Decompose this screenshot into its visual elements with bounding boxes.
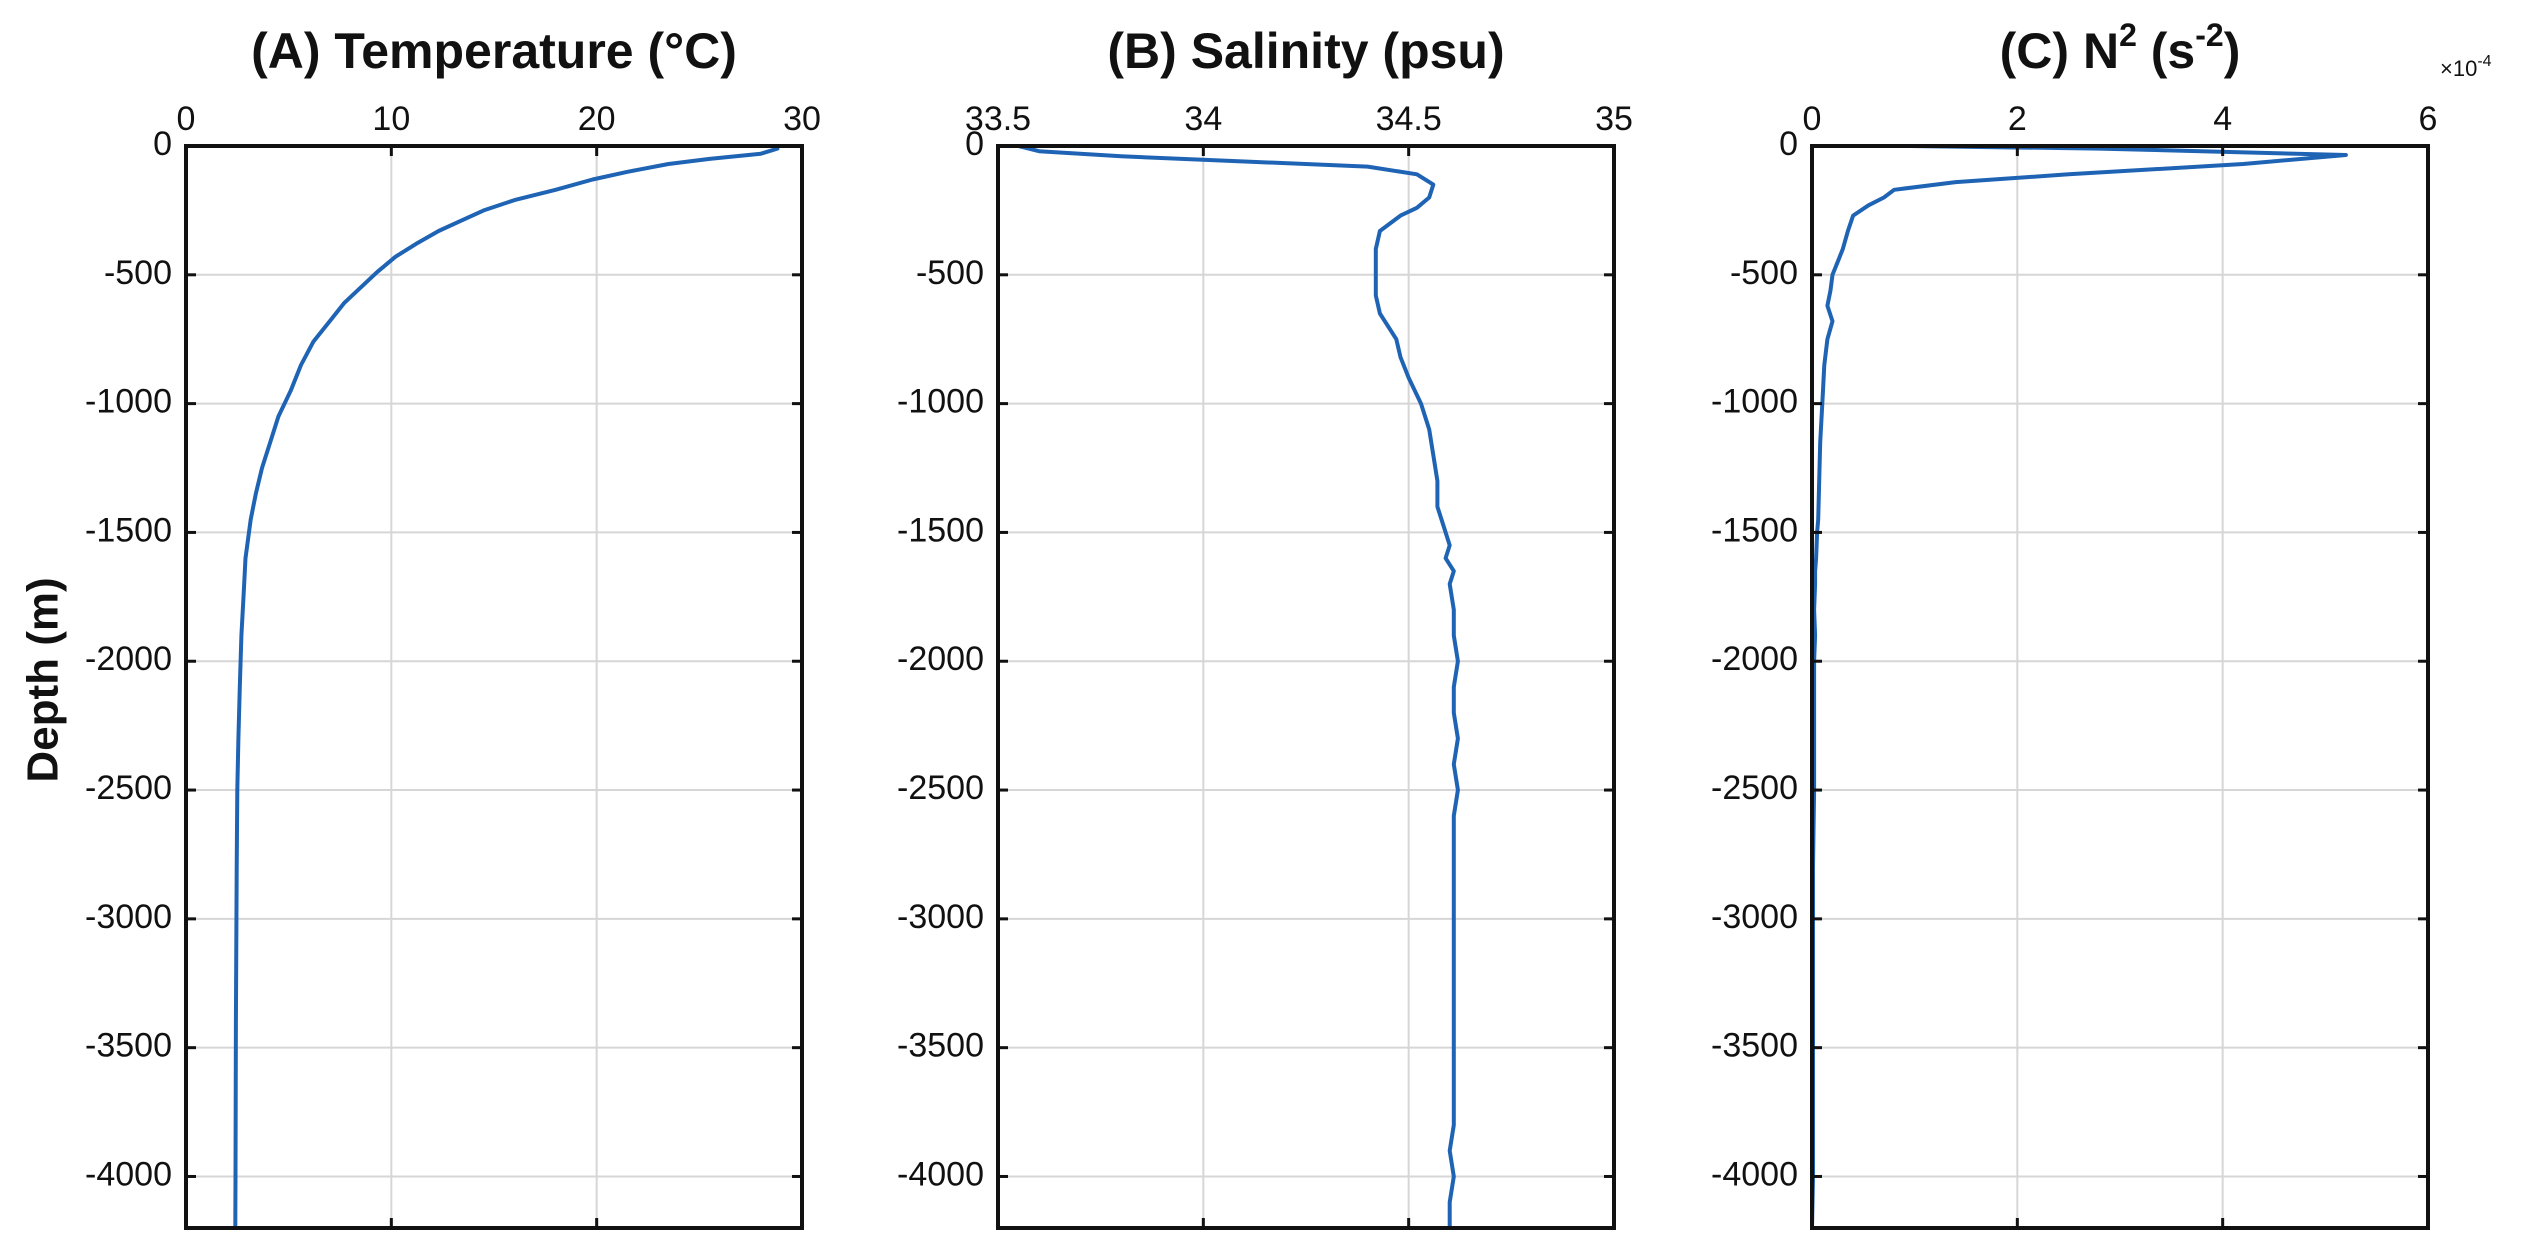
panel-c-x-tick-label-2: 4 xyxy=(2213,100,2232,138)
panel-b-x-tick-label-0: 33.5 xyxy=(965,100,1031,138)
panel-c: (C) N2 (s-2) ×10-4 0 2 4 60-500-1000-1500-2… xyxy=(1711,17,2492,1230)
y-axis-label: Depth (m) xyxy=(19,577,68,782)
panel-a-x-tick-label-2: 20 xyxy=(578,100,616,138)
panel-a-plot: 0 10 20 30 0 -500 -1000 -1500 -2000 -2500 -3000 -35… xyxy=(85,100,821,1230)
panel-b-y-tick-label-1: -500 xyxy=(916,254,984,292)
panel-b-x-tick-label-2: 34.5 xyxy=(1376,100,1442,138)
panel-c-exponent-label: ×10-4 xyxy=(2440,53,2492,81)
panel-c-y-tick-label-4: -2000 xyxy=(1711,640,1798,678)
panel-b-plot: 33.5 34 34.5 35 0 -500 -1000 -1500 -2000 -2500 -30… xyxy=(897,100,1633,1230)
panel-a-y-tick-label-4: -2000 xyxy=(85,640,172,678)
panel-a: (A) Temperature (°C) 0 10 20 30 0 -500 -1000 -1… xyxy=(85,23,821,1230)
panel-c-y-tick-label-5: -2500 xyxy=(1711,769,1798,807)
panel-c-y-tick-label-2: -1000 xyxy=(1711,383,1798,421)
panel-c-y-tick-label-8: -4000 xyxy=(1711,1155,1798,1193)
panel-a-x-tick-label-3: 30 xyxy=(783,100,821,138)
panel-c-axes-frame xyxy=(1810,144,2430,1230)
panel-a-y-tick-label-0: 0 xyxy=(153,125,172,163)
panel-b-x-tick-label-3: 35 xyxy=(1595,100,1633,138)
panel-b-title: (B) Salinity (psu) xyxy=(1107,23,1504,79)
panel-b-y-tick-label-5: -2500 xyxy=(897,769,984,807)
panel-c-exponent-base: ×10 xyxy=(2440,56,2477,81)
panel-b-y-tick-label-8: -4000 xyxy=(897,1155,984,1193)
panel-b-y-tick-label-0: 0 xyxy=(965,125,984,163)
panel-a-title: (A) Temperature (°C) xyxy=(251,23,737,79)
panel-c-title-sup2: -2 xyxy=(2195,17,2223,53)
panel-b-y-tick-label-3: -1500 xyxy=(897,511,984,549)
panel-a-y-tick-label-7: -3500 xyxy=(85,1027,172,1065)
panel-c-title-prefix: (C) N xyxy=(2000,23,2119,79)
panel-a-y-tick-label-3: -1500 xyxy=(85,511,172,549)
panel-c-exponent-power: -4 xyxy=(2477,53,2491,70)
panel-c-title-suffix: ) xyxy=(2224,23,2241,79)
panel-c-y-tick-label-7: -3500 xyxy=(1711,1027,1798,1065)
panel-b-data-line xyxy=(1016,144,1460,1230)
panel-a-y-tick-label-1: -500 xyxy=(104,254,172,292)
panel-c-y-tick-label-0: 0 xyxy=(1779,125,1798,163)
panel-b-y-tick-label-4: -2000 xyxy=(897,640,984,678)
panel-c-title: (C) N2 (s-2) xyxy=(2000,17,2241,79)
panel-c-title-sup1: 2 xyxy=(2119,17,2137,53)
panel-a-y-tick-label-6: -3000 xyxy=(85,898,172,936)
panel-c-plot: 0 2 4 6 0 -500 -1000 -1500 -2000 -2500 -3000 -3500 -… xyxy=(1711,100,2438,1230)
panel-c-title-middle: (s xyxy=(2137,23,2195,79)
panel-b-y-tick-label-6: -3000 xyxy=(897,898,984,936)
panel-c-y-tick-label-1: -500 xyxy=(1730,254,1798,292)
panel-a-axes-frame xyxy=(184,144,804,1230)
panel-c-y-tick-label-3: -1500 xyxy=(1711,511,1798,549)
panel-b: (B) Salinity (psu) 33.5 34 34.5 35 0 -500 -100… xyxy=(897,23,1633,1230)
panel-a-x-tick-label-0: 0 xyxy=(177,100,196,138)
panel-c-y-tick-label-6: -3000 xyxy=(1711,898,1798,936)
panel-a-y-tick-label-2: -1000 xyxy=(85,383,172,421)
panel-a-y-tick-label-8: -4000 xyxy=(85,1155,172,1193)
panel-a-data-line xyxy=(233,146,780,1230)
panel-b-x-tick-label-1: 34 xyxy=(1184,100,1222,138)
panel-c-x-tick-label-1: 2 xyxy=(2008,100,2027,138)
panel-c-x-tick-label-3: 6 xyxy=(2419,100,2438,138)
panel-a-x-tick-label-1: 10 xyxy=(372,100,410,138)
panel-b-y-tick-label-7: -3500 xyxy=(897,1027,984,1065)
panel-b-axes-frame xyxy=(996,144,1616,1230)
panel-c-data-line xyxy=(1810,144,2348,1230)
panel-a-y-tick-label-5: -2500 xyxy=(85,769,172,807)
panel-b-y-tick-label-2: -1000 xyxy=(897,383,984,421)
panel-c-x-tick-label-0: 0 xyxy=(1803,100,1822,138)
